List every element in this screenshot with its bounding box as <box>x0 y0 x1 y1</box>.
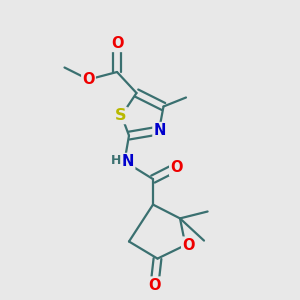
Text: O: O <box>111 36 123 51</box>
Text: S: S <box>115 108 127 123</box>
Text: O: O <box>82 72 95 87</box>
Text: O: O <box>170 160 183 175</box>
Text: N: N <box>153 123 166 138</box>
Text: O: O <box>148 278 161 292</box>
Text: O: O <box>182 238 195 253</box>
Text: H: H <box>111 154 121 167</box>
Text: N: N <box>122 154 134 169</box>
